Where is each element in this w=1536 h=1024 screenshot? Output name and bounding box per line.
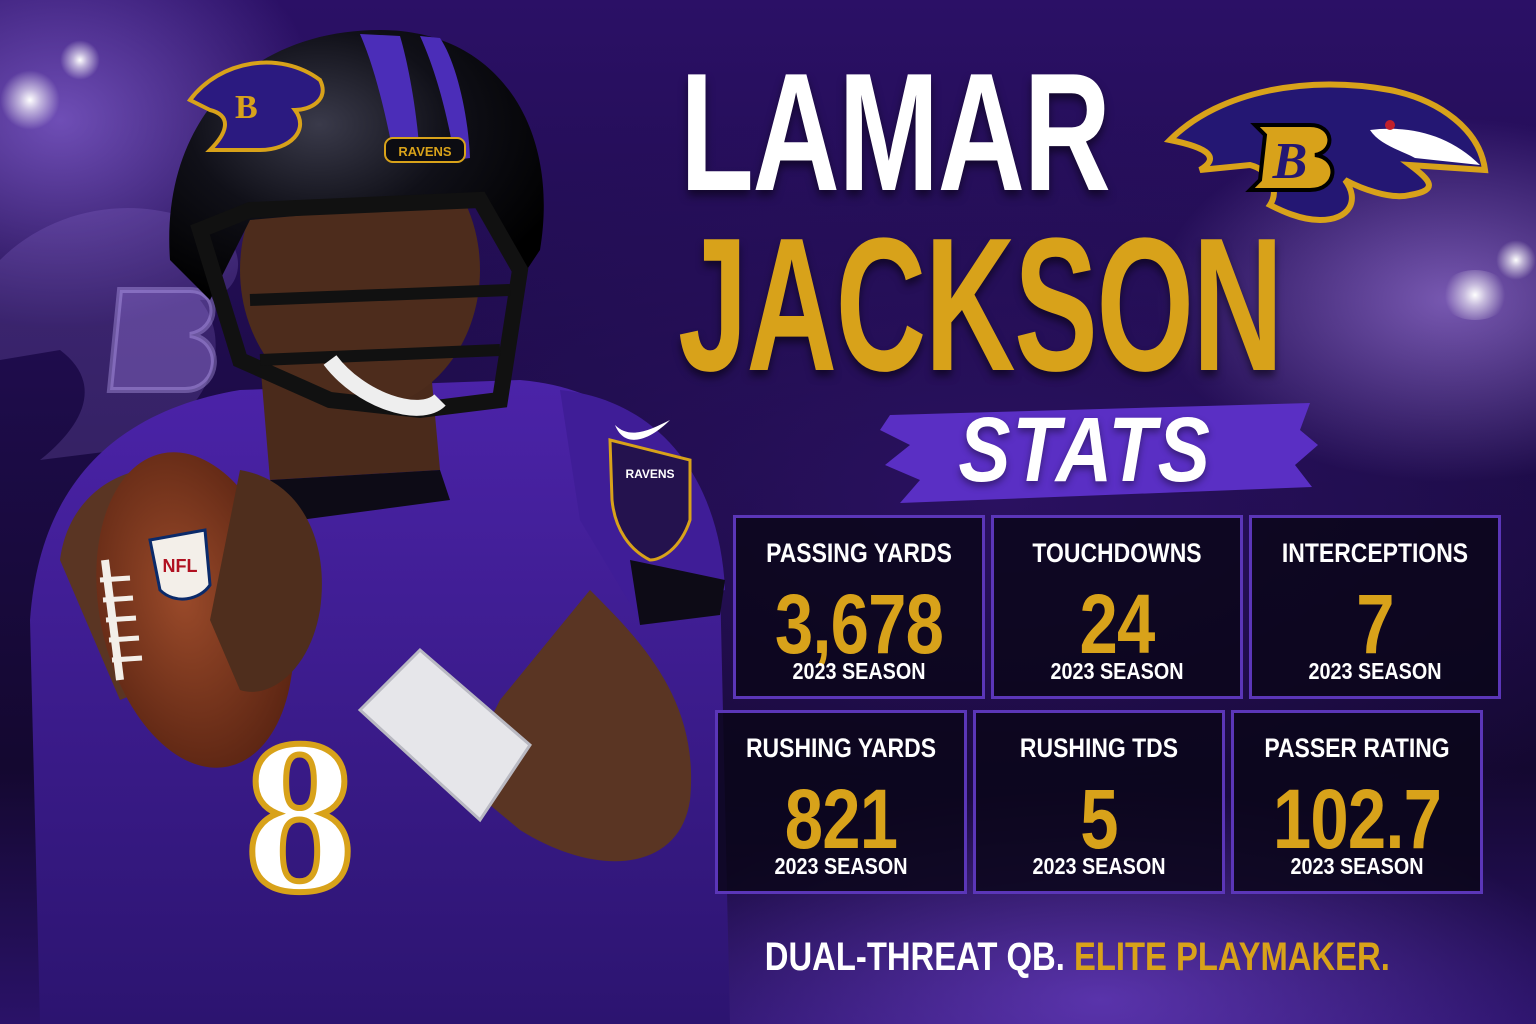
svg-text:B: B [235,89,258,126]
stat-label: TOUCHDOWNS [1032,538,1202,568]
stat-value: 7 [1356,577,1394,671]
stat-season: 2023 SEASON [1308,658,1442,684]
stat-card-passing-yards: PASSING YARDS 3,678 2023 SEASON [733,515,985,699]
stat-card-interceptions: INTERCEPTIONS 7 2023 SEASON [1249,515,1501,699]
stat-value: 821 [784,772,898,866]
stadium-light [60,40,100,80]
stat-label: PASSER RATING [1264,733,1450,763]
svg-text:B: B [1272,133,1308,190]
stat-value: 3,678 [774,577,944,671]
stat-value: 102.7 [1272,772,1442,866]
first-name: LAMAR [680,38,1111,226]
ravens-logo-icon: B [1163,81,1489,224]
helmet-text: RAVENS [398,144,452,159]
stadium-light [0,70,60,130]
stat-card-touchdowns: TOUCHDOWNS 24 2023 SEASON [991,515,1243,699]
patch-text: RAVENS [625,467,674,481]
stat-card-rushing-tds: RUSHING TDS 5 2023 SEASON [973,710,1225,894]
stat-value: 5 [1080,772,1118,866]
stat-season: 2023 SEASON [774,853,908,879]
stat-card-rushing-yards: RUSHING YARDS 821 2023 SEASON [715,710,967,894]
player-illustration: B RAVENS RAVENS 8 NFL [30,30,730,1024]
stat-season: 2023 SEASON [1032,853,1166,879]
stat-label: RUSHING TDS [1019,733,1179,763]
tagline: DUAL-THREAT QB. ELITE PLAYMAKER. [764,935,1390,980]
stats-title: STATS [958,399,1212,501]
stat-card-passer-rating: PASSER RATING 102.7 2023 SEASON [1231,710,1483,894]
stats-grid: PASSING YARDS 3,678 2023 SEASON TOUCHDOW… [715,515,1507,900]
stat-season: 2023 SEASON [1050,658,1184,684]
tagline-part-2: ELITE PLAYMAKER. [1073,935,1390,979]
stat-season: 2023 SEASON [1290,853,1424,879]
stats-brush-stroke [880,403,1318,503]
background-ravens-logo-icon [0,207,239,460]
ball-text: NFL [163,556,198,576]
stat-value: 24 [1079,577,1156,671]
stat-season: 2023 SEASON [792,658,926,684]
last-name: JACKSON [678,199,1283,411]
tagline-part-1: DUAL-THREAT QB. [764,935,1065,979]
stat-label: INTERCEPTIONS [1281,538,1469,568]
stadium-light [1440,270,1510,320]
stadium-light [1496,240,1536,280]
stat-label: RUSHING YARDS [745,733,937,763]
stat-label: PASSING YARDS [766,538,952,568]
